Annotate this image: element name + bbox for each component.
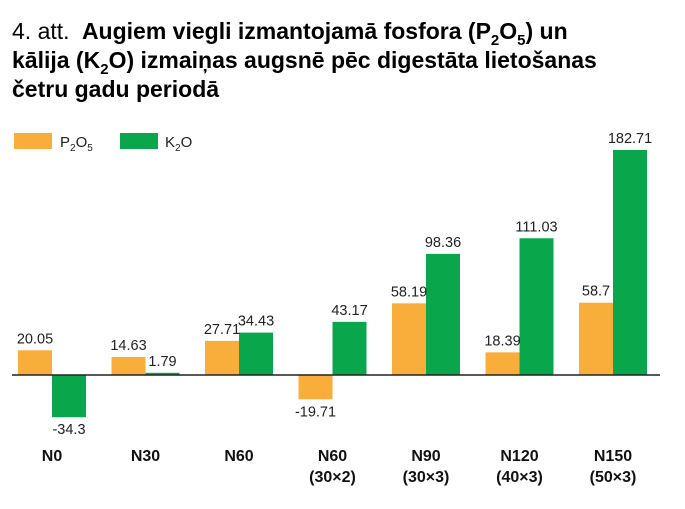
- figure-title-line3: četru gadu periodā: [12, 76, 219, 102]
- bar-k2o-0: [52, 375, 86, 418]
- bar-p2o5-3: [298, 375, 333, 400]
- category-label-3: N60 (30×2): [309, 448, 356, 486]
- legend-swatch-k2o: [120, 133, 158, 149]
- value-label-p2o5-5: 18.39: [484, 333, 520, 349]
- bar-p2o5-0: [18, 350, 52, 375]
- figure-title-line2: kālija (K2O) izmaiņas augsnē pēc digestā…: [12, 47, 597, 78]
- value-label-k2o-2: 34.43: [238, 314, 274, 330]
- value-label-k2o-0: -34.3: [52, 422, 85, 438]
- value-label-p2o5-6: 58.7: [582, 284, 610, 300]
- category-label-4: N90 (30×3): [403, 448, 450, 486]
- value-label-p2o5-3: -19.71: [295, 404, 336, 420]
- bar-p2o5-4: [392, 303, 426, 375]
- category-label-0: N0: [42, 448, 63, 465]
- value-label-k2o-4: 98.36: [425, 235, 461, 251]
- bar-k2o-4: [426, 253, 460, 375]
- bar-p2o5-1: [111, 356, 146, 375]
- value-label-p2o5-1: 14.63: [110, 338, 146, 354]
- value-label-k2o-6: 182.71: [608, 131, 652, 147]
- category-label-2: N60: [224, 448, 253, 465]
- value-label-p2o5-2: 27.71: [204, 322, 240, 338]
- bar-p2o5-6: [579, 302, 613, 375]
- bar-k2o-2: [239, 332, 273, 375]
- category-label-6: N150 (50×3): [590, 448, 637, 486]
- legend-swatch-p2o5: [14, 133, 52, 149]
- value-label-k2o-5: 111.03: [515, 219, 557, 235]
- bar-k2o-6: [613, 150, 647, 375]
- value-label-p2o5-4: 58.19: [391, 284, 427, 300]
- legend-label-p2o5: P2O5: [60, 134, 93, 154]
- figure-title-line1: 4. att. Augiem viegli izmantojamā fosfor…: [12, 18, 568, 49]
- bar-p2o5-5: [485, 352, 520, 375]
- value-label-p2o5-0: 20.05: [17, 331, 53, 347]
- bar-k2o-3: [332, 321, 367, 375]
- bar-p2o5-2: [205, 340, 239, 375]
- title-prefix: 4. att.: [12, 18, 70, 44]
- legend-label-k2o: K2O: [165, 134, 192, 154]
- bar-k2o-5: [519, 238, 554, 375]
- bars-group: [18, 150, 647, 418]
- legend: P2O5 K2O: [14, 133, 192, 154]
- category-label-1: N30: [131, 448, 160, 465]
- bar-k2o-1: [145, 372, 180, 375]
- category-label-5: N120 (40×3): [496, 448, 543, 486]
- value-label-k2o-3: 43.17: [331, 303, 367, 319]
- category-labels-group: N0 N30 N60 N60 (30×2) N90 (30×3) N120 (40×3) N150…: [42, 448, 637, 486]
- value-label-k2o-1: 1.79: [148, 354, 176, 370]
